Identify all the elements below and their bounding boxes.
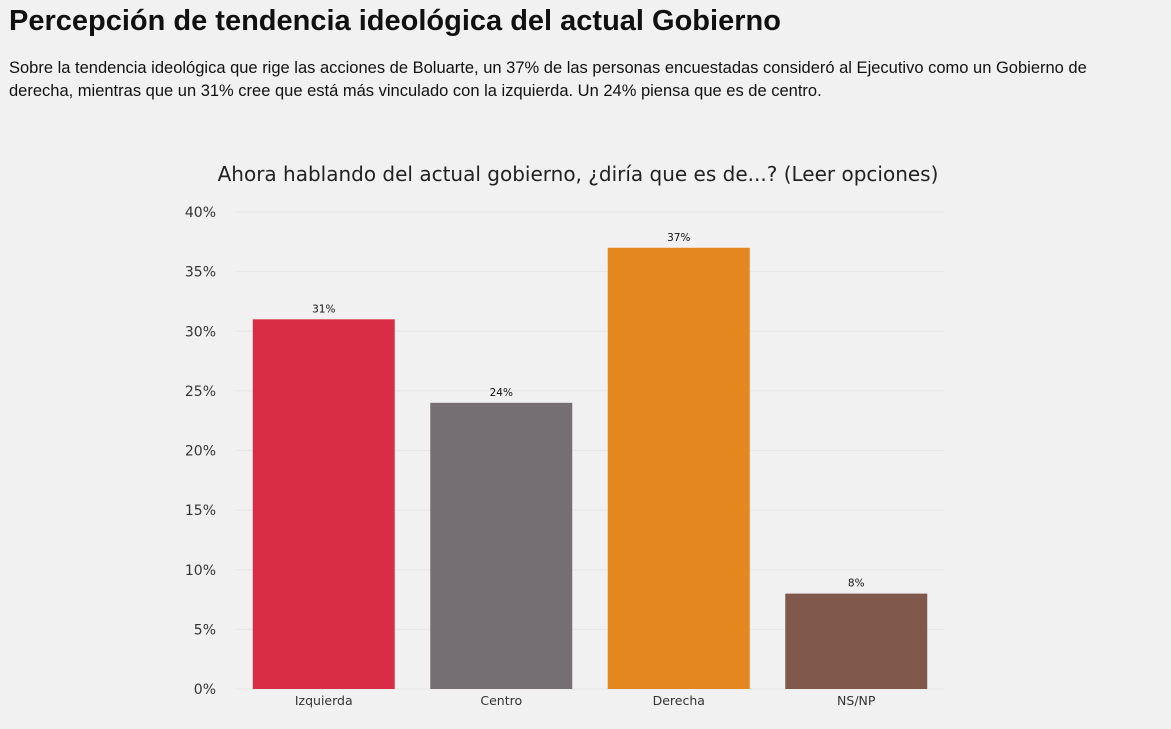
bar-izquierda: [252, 319, 395, 689]
y-tick-label: 25%: [185, 384, 216, 400]
data-label: 24%: [490, 387, 513, 399]
data-label: 37%: [667, 232, 690, 244]
bar-chart: Ahora hablando del actual gobierno, ¿dir…: [185, 162, 945, 708]
bar-centro: [430, 402, 573, 689]
x-category-label: Izquierda: [295, 693, 353, 708]
x-category-label: Derecha: [653, 693, 705, 708]
intro-paragraph: Sobre la tendencia ideológica que rige l…: [9, 59, 1087, 100]
page-title: Percepción de tendencia ideológica del a…: [9, 5, 781, 37]
x-category-label: Centro: [480, 693, 522, 708]
y-tick-label: 15%: [185, 503, 216, 519]
y-tick-label: 0%: [194, 682, 216, 698]
bar-ns-np: [785, 593, 928, 689]
data-label: 8%: [848, 578, 865, 590]
y-tick-label: 35%: [185, 265, 216, 281]
bar-derecha: [607, 247, 750, 689]
x-category-label: NS/NP: [837, 693, 876, 708]
y-tick-label: 30%: [185, 324, 216, 340]
data-label: 31%: [312, 303, 335, 315]
y-tick-label: 40%: [185, 205, 216, 221]
y-tick-label: 10%: [185, 563, 216, 579]
chart-title: Ahora hablando del actual gobierno, ¿dir…: [218, 162, 939, 186]
y-tick-label: 5%: [194, 622, 216, 638]
y-tick-label: 20%: [185, 444, 216, 460]
